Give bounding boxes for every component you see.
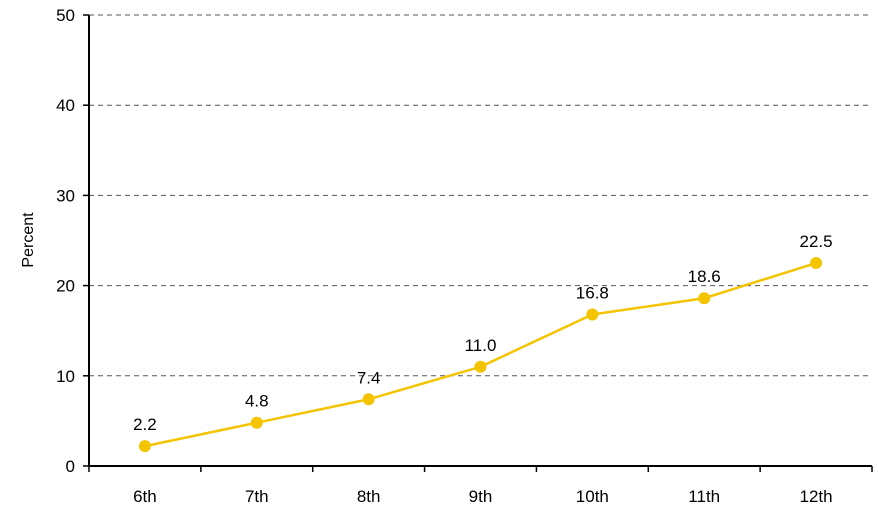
data-label: 18.6 xyxy=(688,267,721,286)
data-label: 16.8 xyxy=(576,283,609,302)
gridlines xyxy=(89,14,872,377)
y-tick-label: 30 xyxy=(56,186,75,205)
y-tick-label: 10 xyxy=(56,367,75,386)
data-point xyxy=(586,308,599,321)
data-point xyxy=(138,440,151,453)
data-label: 4.8 xyxy=(245,392,269,411)
y-tick-label: 50 xyxy=(56,6,75,25)
series xyxy=(138,257,823,453)
data-label: 22.5 xyxy=(800,232,833,251)
x-tick-label: 11th xyxy=(688,487,720,506)
x-tick-label: 10th xyxy=(576,487,609,506)
x-tick-label: 7th xyxy=(245,487,269,506)
data-point xyxy=(698,292,711,305)
x-tick-label: 6th xyxy=(133,487,157,506)
data-point xyxy=(810,257,823,270)
data-point xyxy=(474,360,487,373)
data-label: 7.4 xyxy=(357,368,381,387)
x-tick-label: 9th xyxy=(469,487,493,506)
tick-labels: 0 10 20 30 40 50 6th 7th 8th 9th 10th 11th 12th xyxy=(56,6,833,506)
data-point xyxy=(250,416,263,429)
y-tick-label: 20 xyxy=(56,277,75,296)
y-tick-label: 0 xyxy=(66,457,75,476)
data-labels: 2.2 4.8 7.4 11.0 16.8 18.6 22.5 xyxy=(133,232,833,434)
data-label: 11.0 xyxy=(465,336,497,355)
y-tick-label: 40 xyxy=(56,96,75,115)
data-point xyxy=(362,393,375,406)
x-tick-label: 12th xyxy=(800,487,833,506)
x-tick-label: 8th xyxy=(357,487,381,506)
y-axis-label: Percent xyxy=(20,212,37,268)
axes xyxy=(83,14,873,472)
data-label: 2.2 xyxy=(133,415,157,434)
